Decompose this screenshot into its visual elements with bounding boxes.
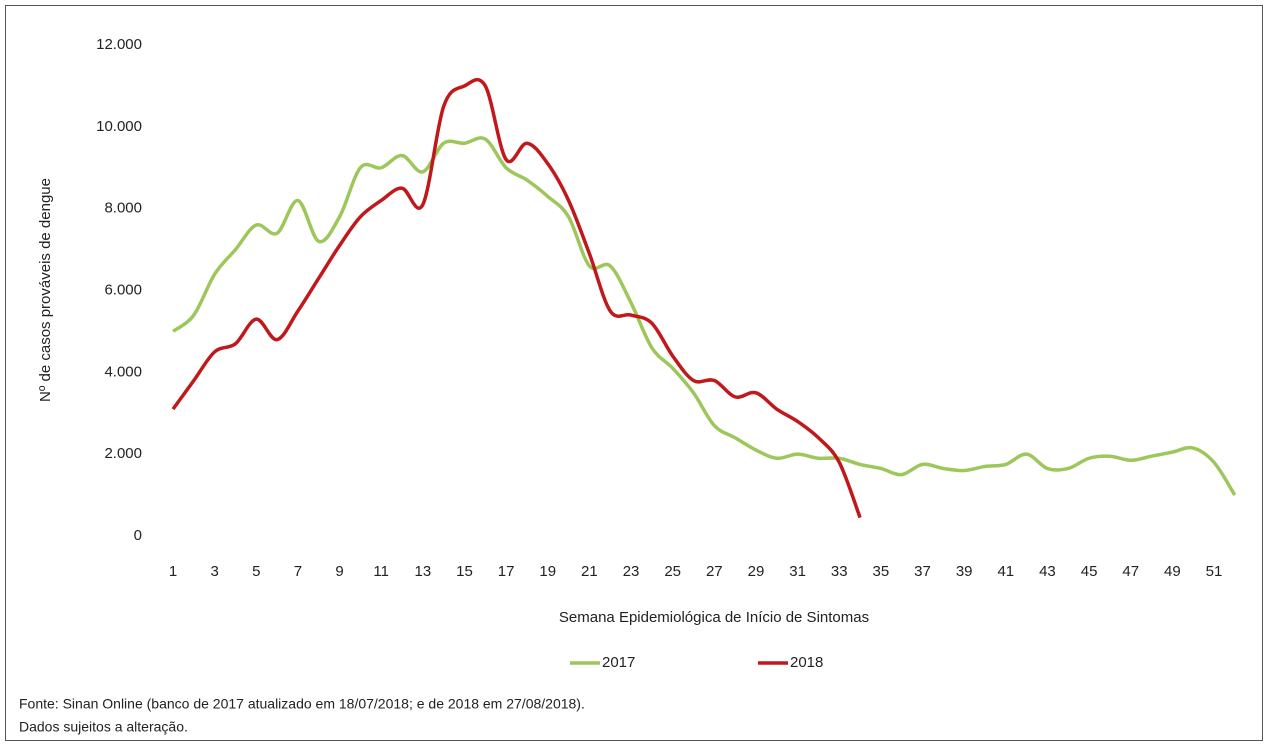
x-tick-label: 13	[414, 563, 431, 580]
x-tick-label: 43	[1039, 563, 1056, 580]
x-axis-label: Semana Epidemiológica de Início de Sinto…	[559, 609, 869, 626]
source-note: Dados sujeitos a alteração.	[19, 719, 188, 735]
y-tick-label: 12.000	[96, 36, 142, 53]
x-tick-label: 47	[1122, 563, 1139, 580]
y-tick-label: 8.000	[104, 200, 142, 217]
data-line	[171, 136, 1237, 497]
y-axis-label: Nº de casos prováveis de dengue	[37, 178, 54, 402]
y-tick-label: 10.000	[96, 118, 142, 135]
x-tick-label: 33	[831, 563, 848, 580]
source-note: Fonte: Sinan Online (banco de 2017 atual…	[19, 696, 585, 712]
x-tick-label: 29	[748, 563, 765, 580]
legend-label: 2018	[790, 654, 823, 671]
x-tick-label: 3	[210, 563, 218, 580]
data-line	[171, 77, 862, 519]
x-tick-label: 7	[294, 563, 302, 580]
x-tick-label: 25	[664, 563, 681, 580]
x-tick-label: 41	[997, 563, 1014, 580]
x-tick-label: 39	[956, 563, 973, 580]
x-tick-label: 1	[169, 563, 177, 580]
y-tick-label: 4.000	[104, 363, 142, 380]
x-tick-label: 11	[373, 563, 389, 580]
x-tick-label: 15	[456, 563, 473, 580]
x-tick-label: 17	[498, 563, 515, 580]
x-tick-label: 31	[789, 563, 806, 580]
legend-label: 2017	[602, 654, 635, 671]
y-tick-label: 2.000	[104, 445, 142, 462]
x-tick-label: 51	[1206, 563, 1223, 580]
y-tick-label: 0	[134, 527, 142, 544]
x-tick-label: 37	[914, 563, 931, 580]
x-tick-label: 19	[539, 563, 556, 580]
x-tick-label: 5	[252, 563, 260, 580]
y-tick-label: 6.000	[104, 281, 142, 298]
x-tick-label: 27	[706, 563, 723, 580]
x-tick-label: 23	[623, 563, 640, 580]
x-tick-label: 21	[581, 563, 598, 580]
x-tick-label: 35	[873, 563, 890, 580]
x-tick-label: 45	[1081, 563, 1098, 580]
x-tick-label: 9	[335, 563, 343, 580]
frame	[5, 5, 1263, 741]
x-tick-label: 49	[1164, 563, 1181, 580]
